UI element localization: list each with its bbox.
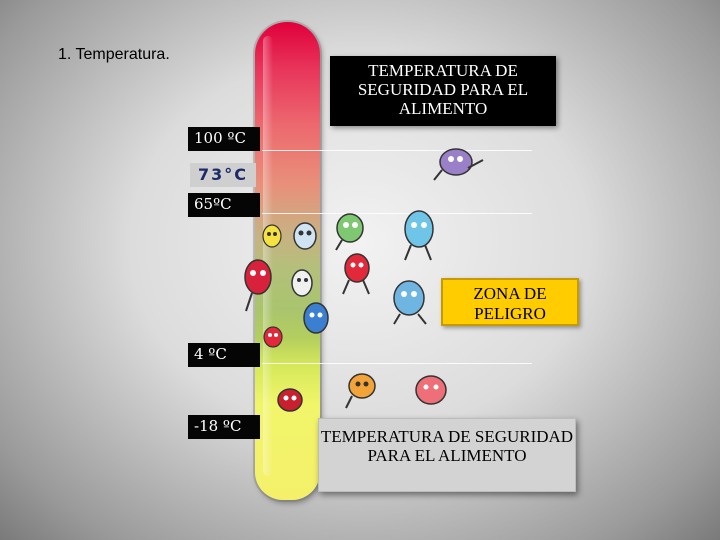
germ-icon [262,224,282,248]
germ-icon [415,375,447,405]
germ-icon [342,253,370,295]
thermometer-shine [263,36,273,476]
germ-icon [404,210,434,261]
thermometer [255,22,320,500]
marker-73c: 73°C [190,163,256,187]
mark-4c: 4 ºC [188,343,260,367]
mark-65c: 65ºC [188,193,260,217]
gauge-line-4 [262,363,532,364]
gauge-line-100 [262,150,532,151]
germ-icon [244,259,272,312]
germ-icon [303,302,329,334]
germ-icon [291,269,313,297]
germ-icon [277,388,303,412]
germ-icon [433,148,484,181]
germ-icon [335,213,364,251]
germ-icon [393,280,427,325]
danger-zone-box: ZONA DE PELIGRO [441,278,579,326]
safety-box-bottom: TEMPERATURA DE SEGURIDAD PARA EL ALIMENT… [318,418,576,492]
mark-minus18c: -18 ºC [188,415,260,439]
germ-icon [345,373,376,409]
safety-box-top: TEMPERATURA DE SEGURIDAD PARA EL ALIMENT… [330,56,556,126]
germ-icon [293,222,317,250]
mark-100c: 100 ºC [188,127,260,151]
gauge-line-65 [262,213,532,214]
slide-title: 1. Temperatura. [58,46,170,63]
germ-icon [263,326,283,348]
